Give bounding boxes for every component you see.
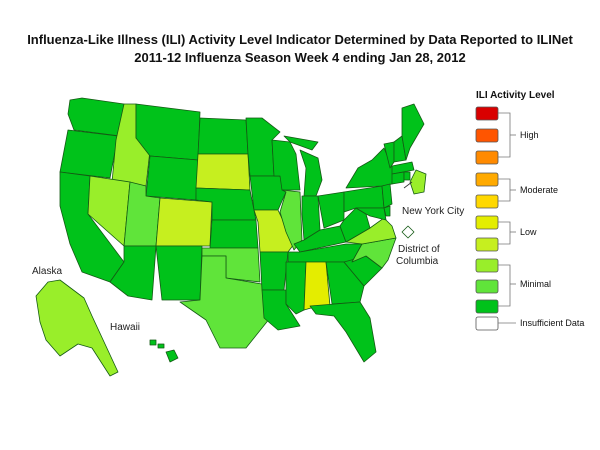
legend-label-insufficient: Insufficient Data <box>520 318 585 328</box>
state-MS <box>285 261 307 315</box>
state-CT <box>391 171 405 185</box>
state-HI-3 <box>157 343 165 349</box>
dc-marker <box>401 225 415 239</box>
state-ME <box>401 103 425 161</box>
state-AK <box>35 279 119 377</box>
state-ND <box>197 117 249 155</box>
alaska-label: Alaska <box>32 266 63 277</box>
state-CO <box>155 197 213 247</box>
state-HI-2 <box>149 339 157 346</box>
state-RI <box>403 171 411 181</box>
state-OR <box>59 129 119 179</box>
hawaii-label: Hawaii <box>110 322 141 333</box>
dc-label-line1: District of <box>398 244 440 255</box>
nyc-leader-line <box>403 181 413 189</box>
legend-label-minimal: Minimal <box>520 279 552 289</box>
state-KS <box>209 219 259 249</box>
dc-label-line2: Columbia <box>396 256 439 267</box>
state-FL <box>309 301 377 363</box>
legend-label-moderate: Moderate <box>520 185 559 195</box>
legend-title: ILI Activity Level <box>476 90 555 101</box>
legend-label-low: Low <box>520 227 537 237</box>
nyc-inset <box>409 169 427 195</box>
state-HI <box>165 349 179 363</box>
map-title: Influenza-Like Illness (ILI) Activity Le… <box>27 32 573 47</box>
state-NJ <box>381 183 393 209</box>
state-TX <box>179 255 271 349</box>
legend-label-high: High <box>520 130 539 140</box>
state-MA <box>391 161 415 175</box>
state-WA <box>67 97 125 137</box>
state-AL <box>303 261 331 311</box>
state-AR <box>259 251 289 291</box>
state-GA <box>325 261 365 305</box>
state-SD <box>195 153 251 191</box>
nyc-label: New York City <box>402 206 465 217</box>
state-MD <box>355 207 387 221</box>
state-MI <box>299 149 323 197</box>
state-DE <box>383 205 391 217</box>
state-NM <box>155 245 203 301</box>
state-IL <box>279 189 303 251</box>
state-MI-upper <box>283 135 319 151</box>
state-WI <box>271 139 301 191</box>
state-WY <box>145 155 199 201</box>
state-OH <box>317 191 345 229</box>
map-subtitle: 2011-12 Influenza Season Week 4 ending J… <box>134 50 466 65</box>
